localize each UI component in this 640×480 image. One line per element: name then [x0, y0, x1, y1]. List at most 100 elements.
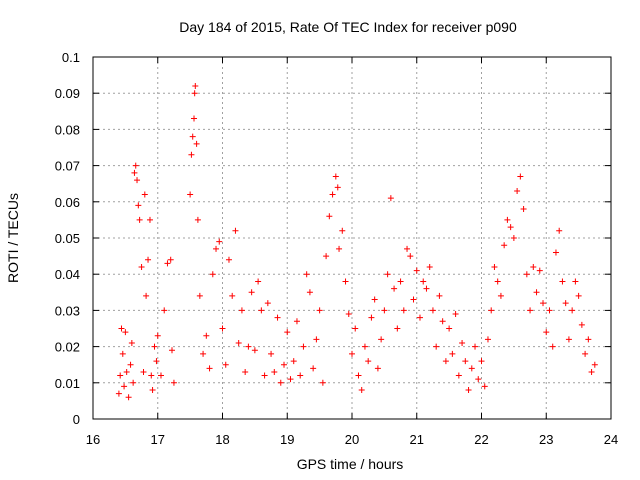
y-tick-label: 0.05 [55, 231, 80, 246]
data-point [355, 372, 362, 379]
data-point [407, 253, 414, 260]
data-point [426, 263, 433, 270]
data-point [293, 318, 300, 325]
data-point [378, 336, 385, 343]
data-point [125, 394, 132, 401]
data-point [342, 278, 349, 285]
data-point [368, 314, 375, 321]
data-point [329, 191, 336, 198]
grid-lines [93, 57, 611, 419]
data-point [122, 329, 129, 336]
data-point [384, 271, 391, 278]
x-tick-label: 21 [410, 432, 424, 447]
data-point [300, 343, 307, 350]
y-tick-label: 0.06 [55, 195, 80, 210]
data-point [170, 379, 177, 386]
data-point [248, 289, 255, 296]
data-point [423, 285, 430, 292]
data-point [578, 321, 585, 328]
data-point [216, 238, 223, 245]
x-axis-label: GPS time / hours [297, 456, 404, 472]
data-point [371, 296, 378, 303]
data-point [193, 140, 200, 147]
data-point [128, 339, 135, 346]
data-point [446, 325, 453, 332]
data-point [520, 206, 527, 213]
data-point [523, 271, 530, 278]
data-point [134, 177, 141, 184]
data-point [465, 387, 472, 394]
data-points [115, 82, 598, 401]
data-point [436, 292, 443, 299]
data-point [397, 278, 404, 285]
data-point [168, 347, 175, 354]
data-point [442, 358, 449, 365]
data-point [219, 325, 226, 332]
data-point [306, 289, 313, 296]
data-point [501, 242, 508, 249]
y-tick-label: 0.08 [55, 122, 80, 137]
data-point [115, 390, 122, 397]
data-point [310, 365, 317, 372]
data-point [459, 339, 466, 346]
data-point [209, 271, 216, 278]
data-point [264, 300, 271, 307]
data-point [507, 224, 514, 231]
data-point [200, 350, 207, 357]
data-point [452, 311, 459, 318]
data-point [138, 263, 145, 270]
data-point [242, 368, 249, 375]
data-point [157, 372, 164, 379]
data-point [232, 227, 239, 234]
data-point [167, 256, 174, 263]
data-point [569, 307, 576, 314]
data-point [352, 325, 359, 332]
data-point [536, 267, 543, 274]
data-point [274, 314, 281, 321]
data-point [429, 307, 436, 314]
data-point [540, 300, 547, 307]
data-point [192, 82, 199, 89]
data-point [258, 307, 265, 314]
data-point [127, 361, 134, 368]
data-point [334, 184, 341, 191]
x-tick-label: 23 [539, 432, 553, 447]
data-point [413, 267, 420, 274]
data-point [582, 350, 589, 357]
data-point [235, 339, 242, 346]
data-point [118, 325, 125, 332]
data-point [514, 187, 521, 194]
data-point [313, 336, 320, 343]
y-tick-label: 0.04 [55, 267, 80, 282]
y-tick-label: 0 [73, 412, 80, 427]
data-point [585, 336, 592, 343]
y-tick-label: 0.1 [62, 50, 80, 65]
data-point [303, 271, 310, 278]
data-point [565, 336, 572, 343]
data-point [410, 296, 417, 303]
data-point [455, 372, 462, 379]
data-point [187, 191, 194, 198]
data-point [297, 372, 304, 379]
data-point [404, 245, 411, 252]
data-point [345, 311, 352, 318]
data-point [188, 151, 195, 158]
data-point [591, 361, 598, 368]
data-point [510, 235, 517, 241]
data-point [277, 379, 284, 386]
data-point [361, 343, 368, 350]
y-tick-labels: 0 0.01 0.02 0.03 0.04 0.05 0.06 0.07 0.08 0.09 0.1 [55, 50, 80, 427]
data-point [271, 368, 278, 375]
data-point [533, 289, 540, 296]
data-point [238, 307, 245, 314]
data-point [255, 278, 262, 285]
y-tick-label: 0.03 [55, 303, 80, 318]
plot-frame [92, 56, 612, 420]
y-tick-label: 0.02 [55, 340, 80, 355]
data-point [290, 358, 297, 365]
y-axis-label: ROTI / TECUs [5, 193, 21, 283]
data-point [141, 191, 148, 198]
data-point [130, 379, 137, 386]
data-point [543, 329, 550, 336]
